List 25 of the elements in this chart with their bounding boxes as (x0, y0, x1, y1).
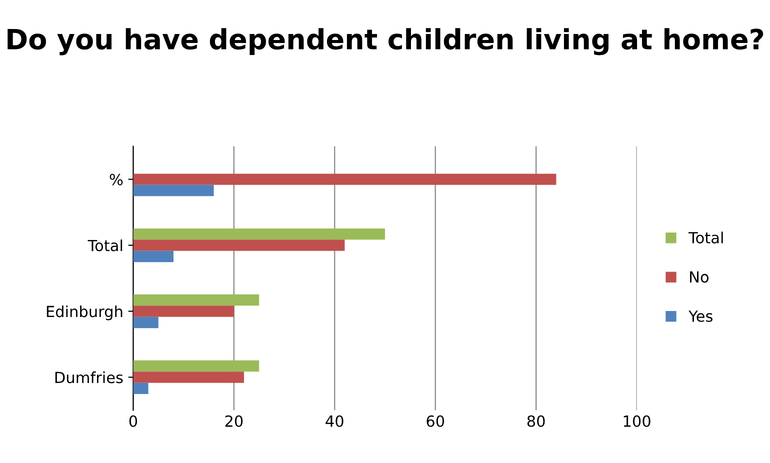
legend-label: No (690, 271, 709, 283)
x-tick-label: 80 (527, 415, 545, 427)
bar (133, 228, 385, 240)
legend-label: Total (688, 232, 723, 244)
y-tick-label: Edinburgh (46, 305, 122, 320)
y-tick-label: % (110, 174, 123, 186)
bar (133, 306, 234, 317)
y-tick-label: Total (88, 239, 122, 252)
bar (133, 294, 260, 306)
bar (133, 184, 214, 196)
y-tick-label: Dumfries (55, 371, 123, 384)
x-tick-label: 20 (225, 415, 243, 427)
bar (133, 316, 158, 328)
bar (133, 174, 556, 185)
bar (133, 360, 260, 372)
bar (133, 382, 148, 394)
bar (133, 372, 244, 383)
x-tick-label: 100 (624, 415, 650, 427)
chart-title: Do you have dependent children living at home? (8, 28, 764, 56)
bar (133, 240, 345, 251)
x-tick-label: 0 (129, 415, 138, 427)
x-tick-label: 60 (426, 415, 444, 427)
bar (133, 250, 174, 262)
legend-label: Yes (688, 310, 712, 322)
x-tick-label: 40 (326, 415, 344, 427)
